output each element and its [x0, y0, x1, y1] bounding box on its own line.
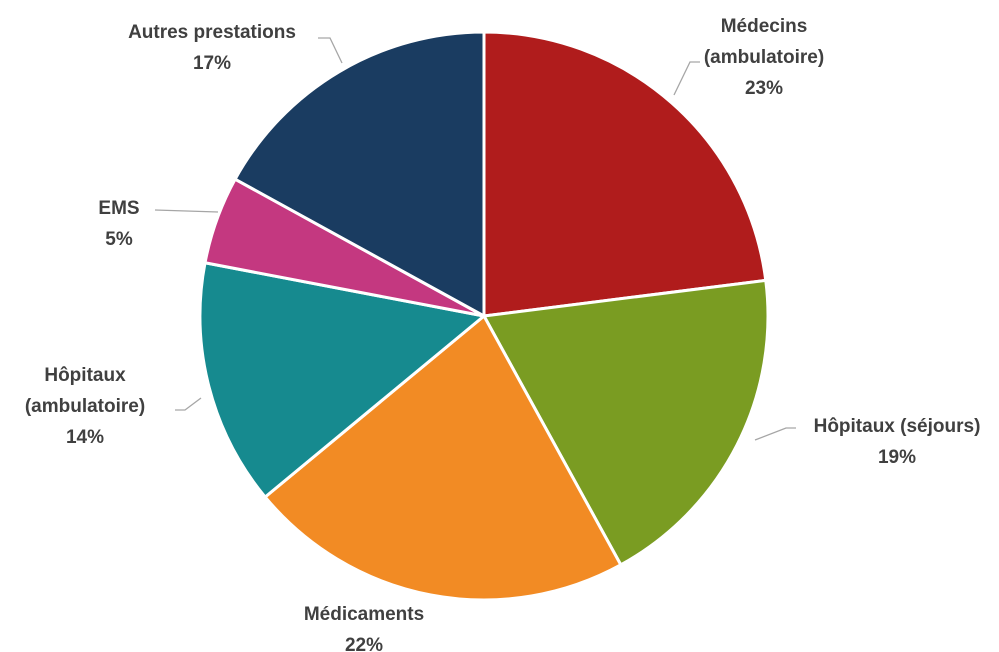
slice-value-label: 23% — [745, 78, 783, 99]
pie-slice — [482, 30, 768, 318]
slice-name-label: EMS — [98, 198, 139, 219]
leader-lines — [154, 37, 796, 441]
slice-label: Hôpitaux (séjours) 19% — [814, 416, 981, 468]
slice-value-label: 22% — [345, 635, 383, 652]
slice-name-label: Hôpitaux (séjours) — [814, 416, 981, 437]
pie-slice — [263, 314, 623, 602]
slice-labels: Médecins (ambulatoire) 23% Hôpitaux (séjour… — [25, 16, 981, 652]
slice-name-label: Hôpitaux — [44, 365, 126, 386]
leader-line — [175, 397, 202, 411]
pie-slices — [198, 30, 770, 602]
leader-line — [154, 209, 219, 213]
slice-label: Médicaments 22% — [304, 604, 424, 652]
slice-value-label: 14% — [66, 427, 104, 448]
slice-label: Autres prestations 17% — [128, 22, 296, 74]
slice-name-label: Médecins — [721, 16, 808, 37]
pie-slice — [482, 278, 770, 567]
pie-slice — [233, 30, 486, 318]
slice-label: EMS 5% — [98, 198, 139, 250]
leader-line — [673, 61, 700, 96]
slice-label: Médecins (ambulatoire) 23% — [704, 16, 824, 99]
leader-line — [754, 427, 796, 441]
slice-value-label: 19% — [878, 447, 916, 468]
slice-name-label: Médicaments — [304, 604, 424, 625]
slice-label: Hôpitaux (ambulatoire) 14% — [25, 365, 145, 448]
slice-name-label: Autres prestations — [128, 22, 296, 43]
slice-value-label: 17% — [193, 53, 231, 74]
slice-name-label: (ambulatoire) — [25, 396, 145, 417]
leader-line — [318, 37, 343, 64]
slice-name-label: (ambulatoire) — [704, 47, 824, 68]
slice-value-label: 5% — [105, 229, 133, 250]
pie-slice — [198, 261, 486, 499]
